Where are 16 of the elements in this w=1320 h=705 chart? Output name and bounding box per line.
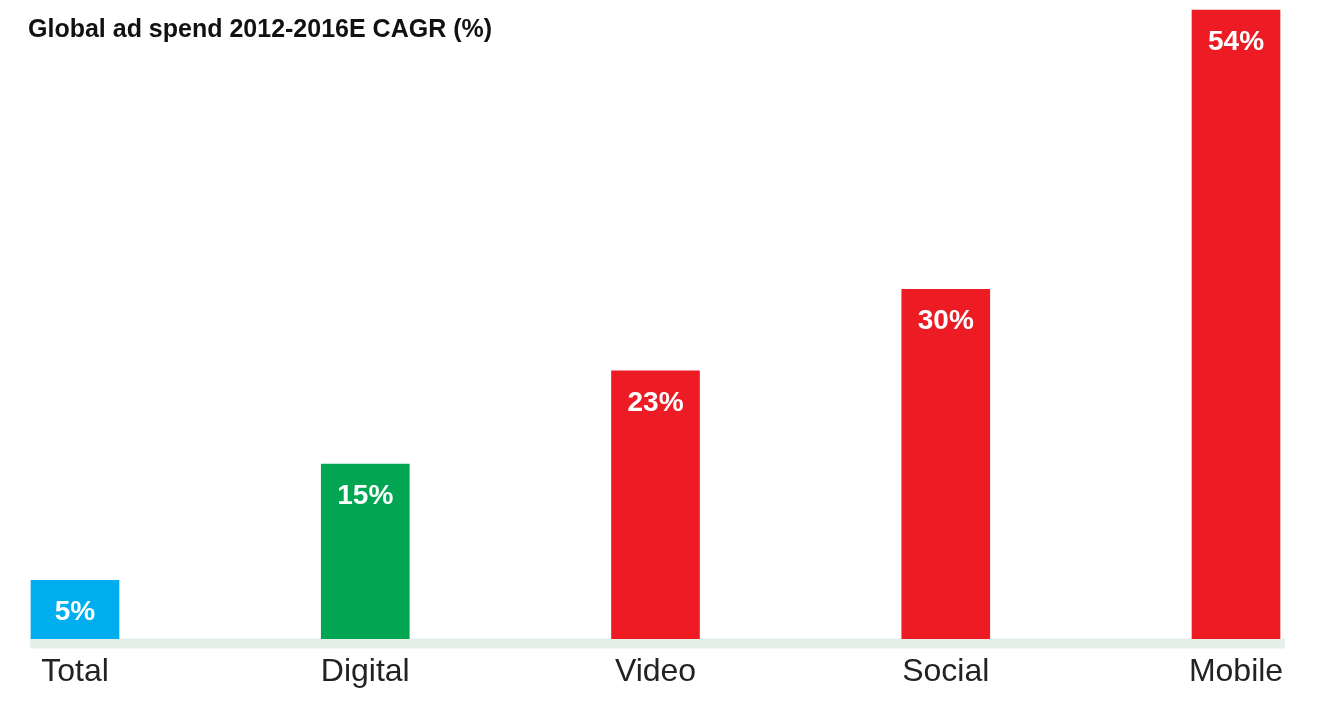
x-tick-label: Mobile [1188, 651, 1284, 688]
bar [1191, 9, 1281, 639]
x-tick-label: Digital [320, 651, 410, 688]
data-label: 15% [337, 478, 394, 510]
data-label: 5% [54, 595, 96, 627]
bar [320, 463, 410, 639]
chart-title: Global ad spend 2012-2016E CAGR (%) [28, 14, 493, 43]
data-label: 30% [917, 304, 974, 336]
data-label: 23% [627, 385, 684, 417]
bar [611, 370, 700, 639]
x-tick-label: Total [41, 651, 109, 688]
bar [30, 580, 120, 639]
bar [901, 289, 991, 639]
x-tick-label: Social [902, 651, 990, 688]
x-tick-label: Video [614, 651, 697, 688]
data-label: 54% [1207, 24, 1265, 56]
